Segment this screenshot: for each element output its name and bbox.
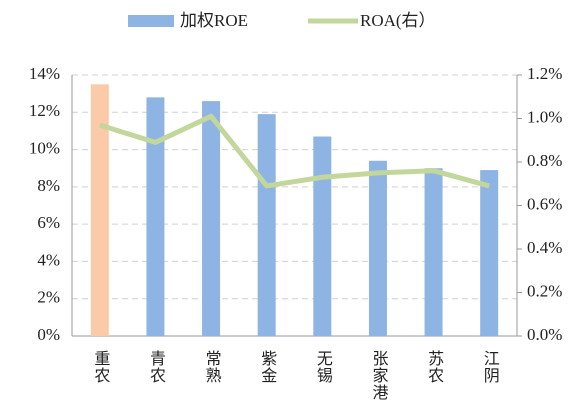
y-tick-label: 8% [37, 176, 60, 195]
bar [202, 101, 221, 336]
bar [424, 168, 443, 336]
y-tick-label: 2% [37, 288, 60, 307]
y-tick-label: 10% [29, 138, 60, 157]
x-tick-label: 紫金 [258, 350, 277, 384]
x-tick-label: 重农 [91, 350, 110, 384]
y2-tick-label: 0.0% [527, 325, 562, 344]
x-tick-label: 江阴 [481, 350, 500, 384]
x-tick-label: 苏农 [425, 350, 444, 384]
legend-swatch [128, 15, 174, 27]
y-tick-label: 6% [37, 213, 60, 232]
y2-tick-label: 0.6% [527, 194, 562, 213]
bar [368, 160, 387, 336]
bar [480, 170, 499, 336]
x-tick-label: 常熟 [203, 350, 222, 384]
legend-label: 加权ROE [180, 11, 248, 30]
x-tick-label: 青农 [147, 350, 166, 384]
y2-tick-label: 0.4% [527, 238, 562, 257]
y2-tick-label: 0.2% [527, 281, 562, 300]
x-tick-label: 无锡 [314, 350, 333, 384]
y-tick-label: 4% [37, 250, 60, 269]
y-tick-label: 12% [29, 101, 60, 120]
bar [146, 97, 165, 336]
bar [257, 114, 276, 337]
bar [313, 136, 332, 336]
bar [90, 84, 109, 336]
y2-tick-label: 1.2% [527, 64, 562, 83]
x-tick-label: 张家港 [369, 350, 388, 401]
y2-tick-label: 0.8% [527, 151, 562, 170]
legend-label: ROA(右） [360, 11, 436, 30]
y-tick-label: 0% [37, 325, 60, 344]
line [99, 113, 490, 189]
y2-tick-label: 1.0% [527, 107, 562, 126]
y-tick-label: 14% [29, 64, 60, 83]
